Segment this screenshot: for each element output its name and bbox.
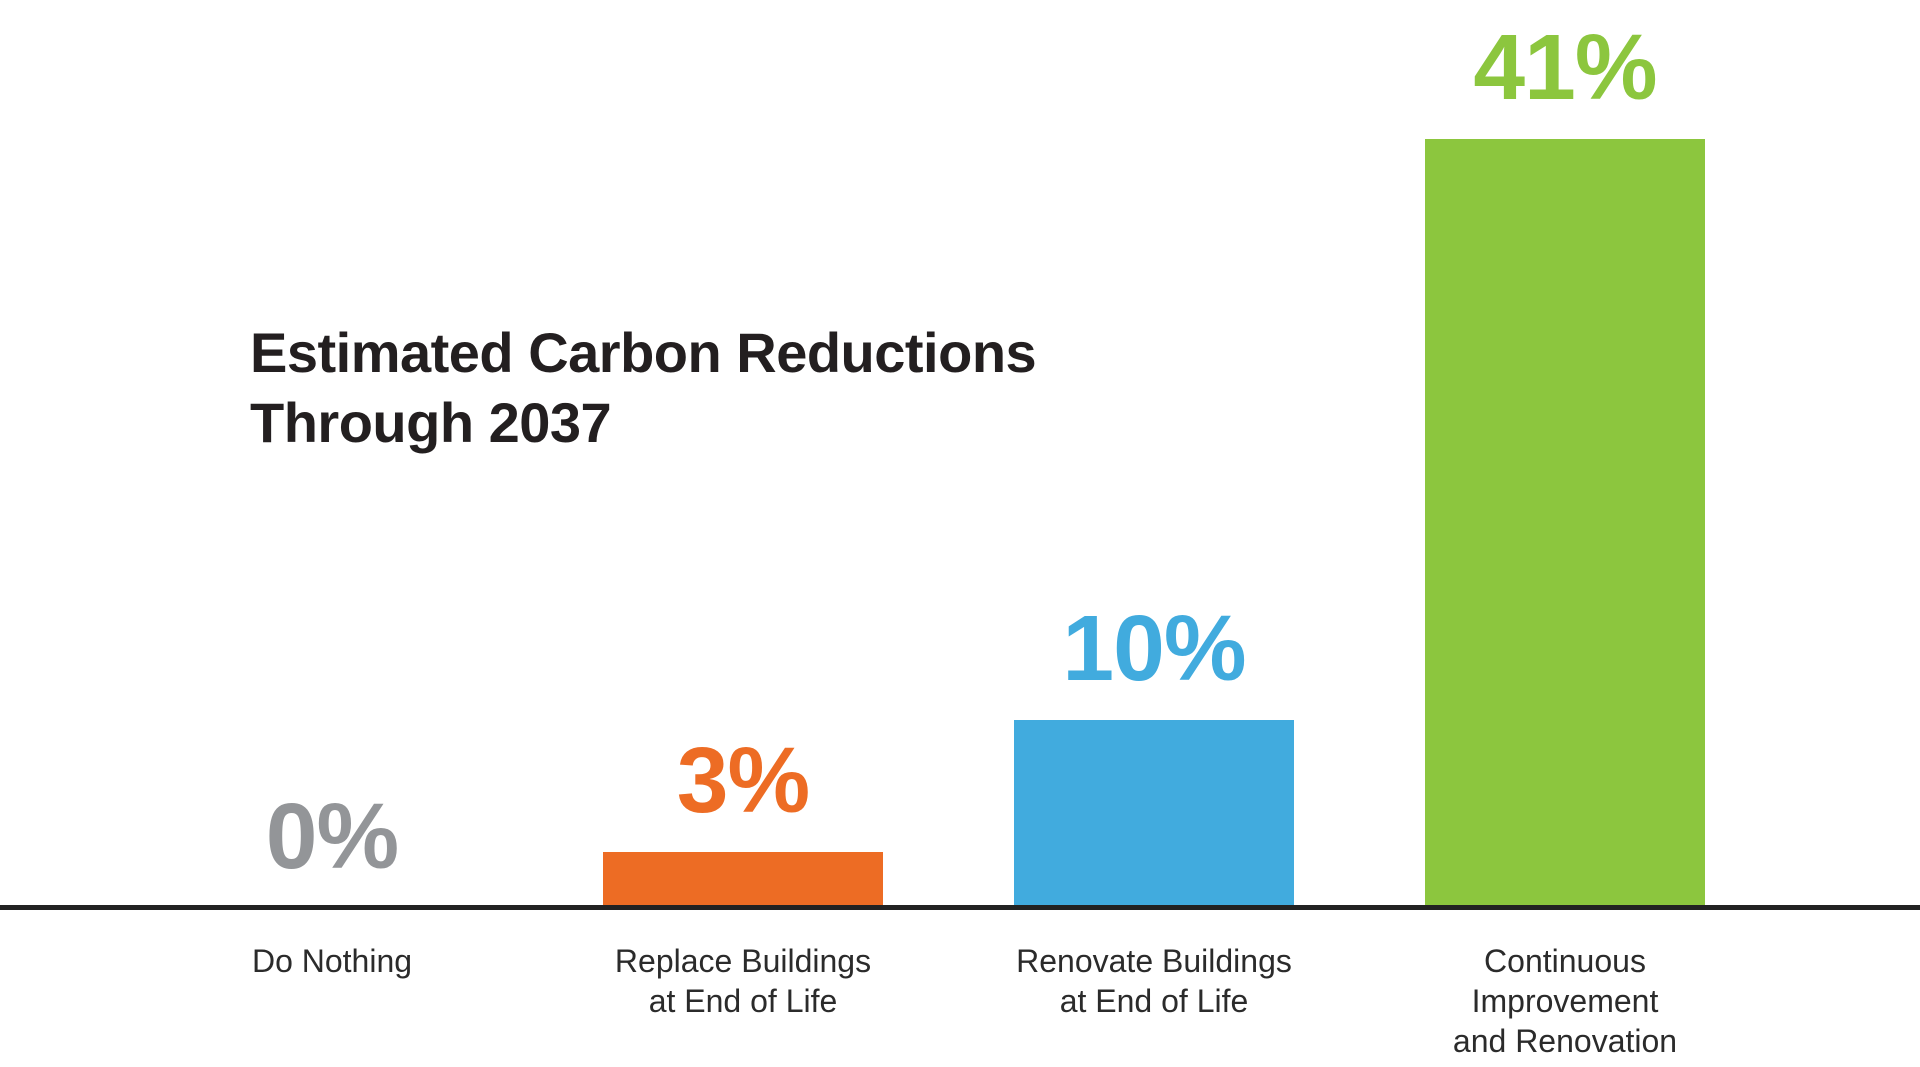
x-axis-line: [0, 905, 1920, 910]
category-label-4-line-1: Continuous: [1484, 943, 1646, 979]
chart-title: Estimated Carbon Reductions Through 2037: [250, 318, 1037, 458]
chart-title-line-2: Through 2037: [250, 391, 612, 454]
chart-title-line-1: Estimated Carbon Reductions: [250, 321, 1037, 384]
bar-3: [1014, 720, 1294, 908]
value-label-3: 10%: [1062, 596, 1246, 700]
category-label-3: Renovate Buildings at End of Life: [934, 941, 1374, 1021]
category-label-2-line-1: Replace Buildings: [614, 943, 872, 979]
bar-2: [603, 852, 883, 908]
category-label-4-line-2: Improvement: [1471, 983, 1659, 1019]
category-label-1-line-1: Do Nothing: [251, 943, 413, 979]
bar-4: [1425, 139, 1705, 908]
category-label-4: Continuous Improvement and Renovation: [1345, 941, 1785, 1061]
category-label-4-line-3: and Renovation: [1452, 1023, 1678, 1059]
value-label-2: 3%: [676, 728, 810, 832]
value-label-4: 41%: [1473, 15, 1657, 119]
category-label-2: Replace Buildings at End of Life: [523, 941, 963, 1021]
category-label-3-line-2: at End of Life: [1059, 983, 1249, 1019]
category-label-1: Do Nothing: [112, 941, 552, 981]
category-label-3-line-1: Renovate Buildings: [1016, 943, 1292, 979]
category-label-2-line-2: at End of Life: [648, 983, 838, 1019]
value-label-1: 0%: [265, 784, 399, 888]
